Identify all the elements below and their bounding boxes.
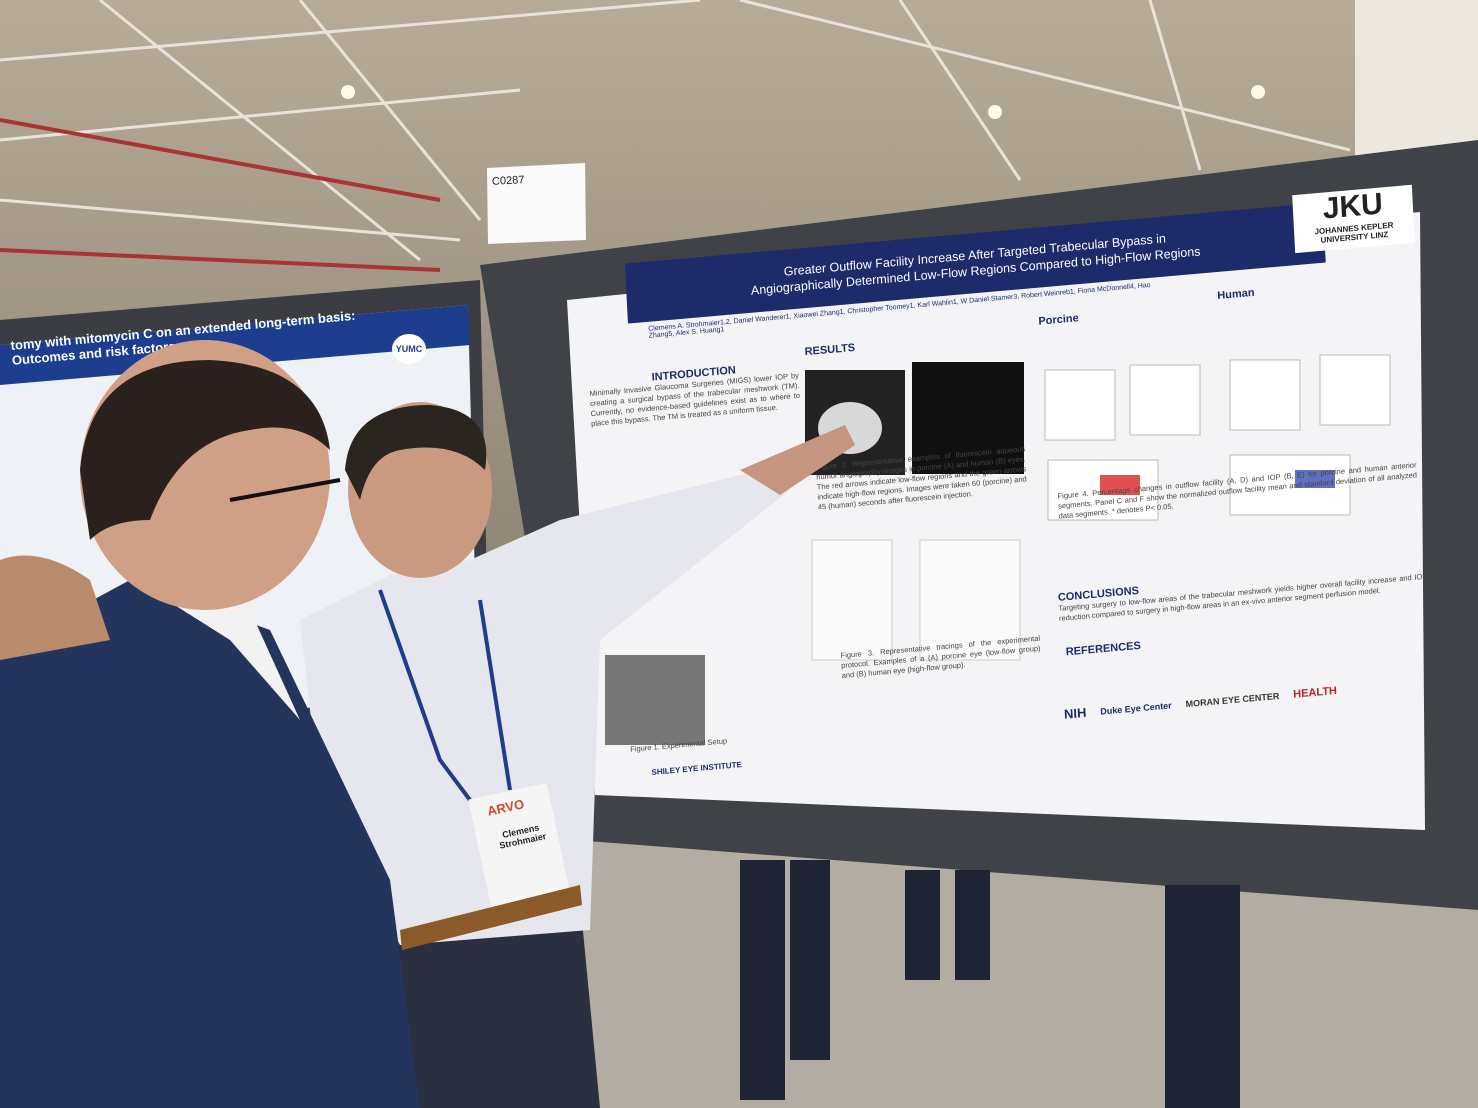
side-person-hair xyxy=(0,555,110,660)
trusses xyxy=(0,0,1351,262)
poster-image xyxy=(912,362,1024,474)
visitor xyxy=(0,340,420,1108)
tracing-plot xyxy=(811,539,893,661)
red-beams xyxy=(0,118,441,272)
setup-photo xyxy=(605,655,705,745)
trace-band xyxy=(1295,470,1335,488)
box-plot xyxy=(1044,369,1116,441)
presenter xyxy=(300,402,855,1108)
background-person-legs xyxy=(740,860,1240,1108)
sign-card xyxy=(487,163,586,244)
ceiling-light xyxy=(341,85,355,99)
left-poster-logo: YUMC xyxy=(392,334,426,364)
box-plot xyxy=(1129,364,1201,436)
ceiling-light xyxy=(988,105,1002,119)
main-poster xyxy=(567,212,1425,830)
box-plot xyxy=(1229,359,1301,431)
trace-band xyxy=(1100,475,1140,495)
box-plot xyxy=(1319,354,1391,426)
tracing-plot xyxy=(919,539,1021,661)
ceiling-light xyxy=(1251,85,1265,99)
